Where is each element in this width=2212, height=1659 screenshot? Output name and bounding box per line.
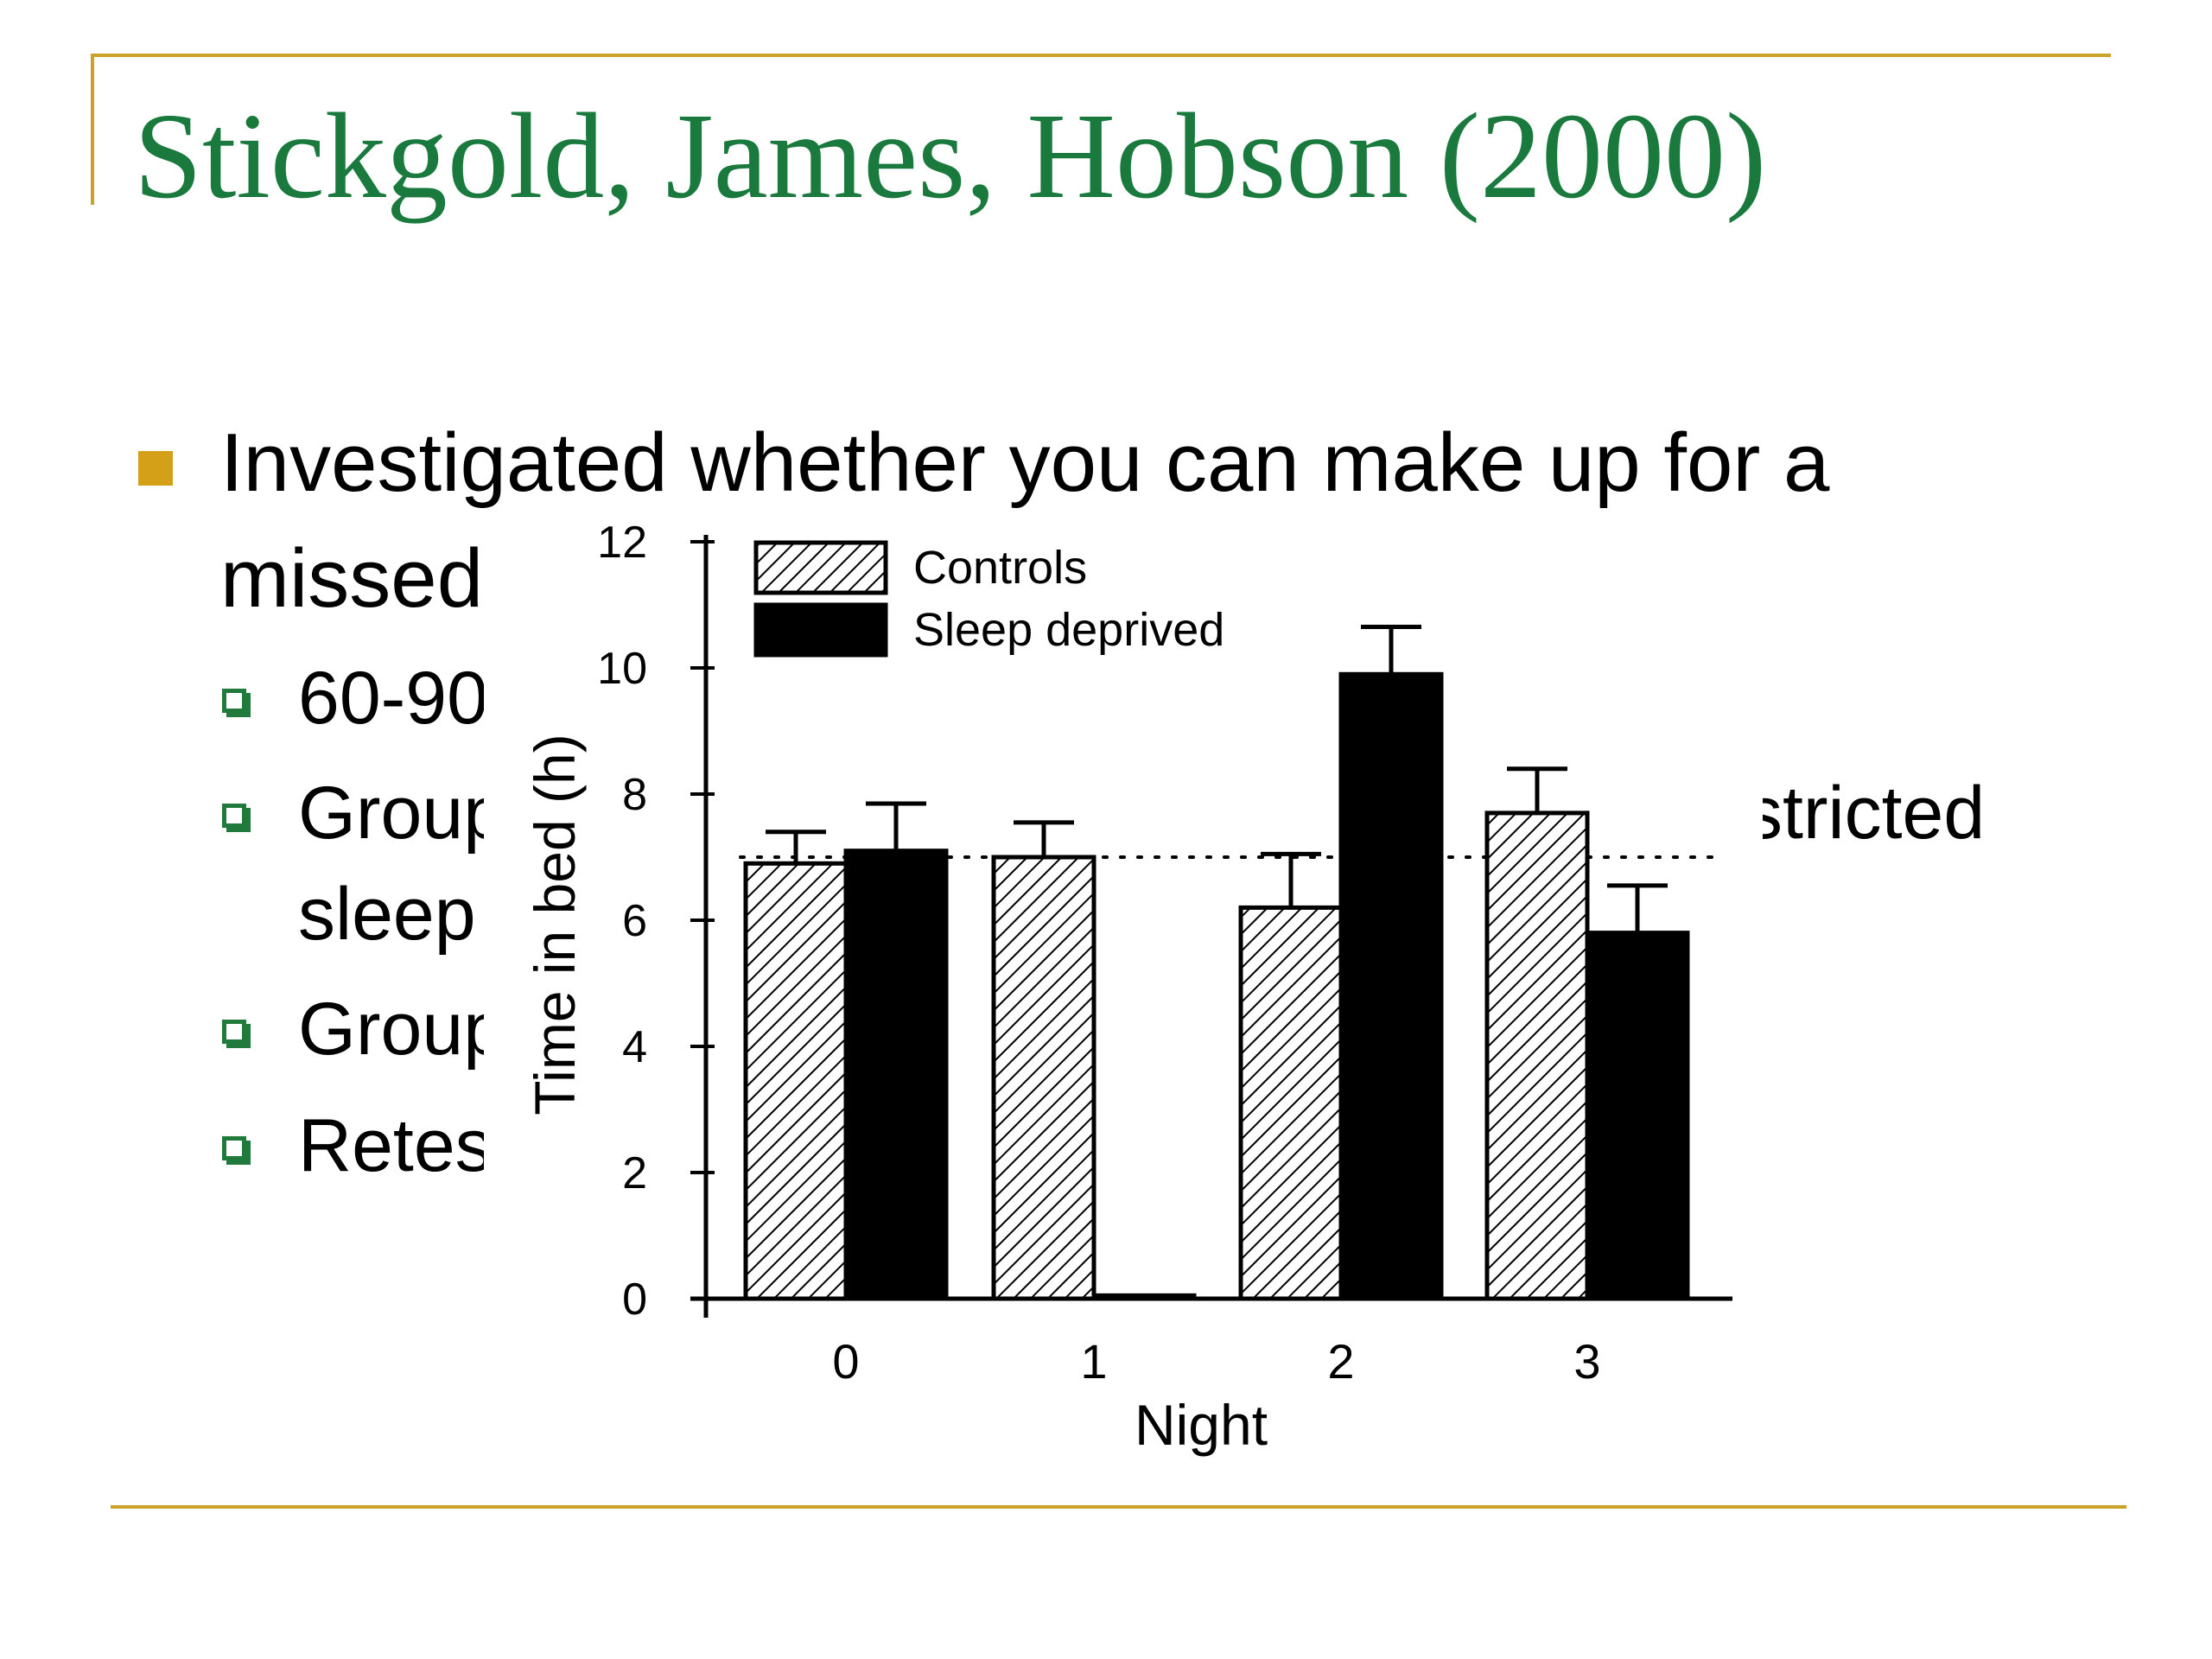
legend-swatch-sleep-deprived <box>753 602 888 658</box>
sub-bullet-text-2-right: stricted <box>1745 772 1986 855</box>
y-tick-label: 12 <box>597 518 647 568</box>
sub-bullet-text-4: Retes <box>298 1104 493 1187</box>
left-rule <box>91 54 94 205</box>
x-axis-label: Night <box>1135 1393 1268 1457</box>
x-tick-label: 3 <box>1573 1334 1600 1389</box>
sub-bullet-text-2a: Group <box>298 772 505 855</box>
bullet-text-line2: missed <box>220 532 484 625</box>
x-tick-label: 1 <box>1080 1334 1107 1389</box>
y-tick-label: 4 <box>622 1022 647 1072</box>
bar-controls-night-3 <box>1484 810 1590 1301</box>
sub-bullet-text-2b: sleep <box>298 873 476 956</box>
sub-bullet-text-3: Group <box>298 988 505 1071</box>
sub-bullet-icon <box>222 804 246 828</box>
legend-label-sleep-deprived: Sleep deprived <box>913 604 1224 656</box>
top-rule <box>91 54 2111 57</box>
sub-bullet-text-1: 60-90 <box>298 657 488 740</box>
bar-controls-night-2 <box>1238 905 1344 1301</box>
y-tick-label: 2 <box>622 1148 647 1198</box>
y-axis-label: Time in bed (h) <box>523 734 587 1115</box>
slide-title: Stickgold, James, Hobson (2000) <box>134 87 1767 224</box>
bar-controls-night-0 <box>743 861 849 1301</box>
bar-sleep-deprived-night-0 <box>843 849 949 1301</box>
legend-swatch-controls <box>753 540 888 595</box>
bottom-rule <box>111 1505 2126 1509</box>
bar-sleep-deprived-night-3 <box>1585 931 1690 1301</box>
y-tick-label: 8 <box>622 770 647 820</box>
y-tick-label: 10 <box>597 644 647 694</box>
y-tick-label: 0 <box>622 1274 647 1325</box>
x-tick-label: 2 <box>1327 1334 1354 1389</box>
legend-label-controls: Controls <box>913 542 1087 594</box>
y-tick-label: 6 <box>622 896 647 946</box>
sub-bullet-icon <box>222 1136 246 1160</box>
sub-bullet-icon <box>222 689 246 713</box>
x-tick-label: 0 <box>832 1334 859 1389</box>
sub-bullet-icon <box>222 1020 246 1044</box>
bar-sleep-deprived-night-2 <box>1338 671 1444 1301</box>
bullet-text-line1: Investigated whether you can make up for… <box>220 416 1830 509</box>
bullet-square-icon <box>138 451 173 486</box>
bar-controls-night-1 <box>991 855 1096 1301</box>
bar-sleep-deprived-night-1 <box>1091 1293 1197 1301</box>
